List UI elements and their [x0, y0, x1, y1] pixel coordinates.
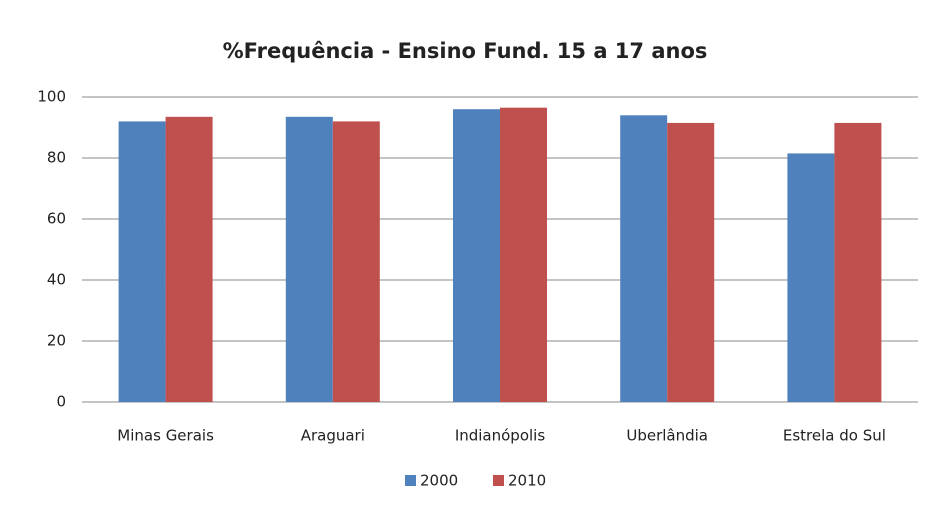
legend-swatch — [493, 475, 504, 486]
x-tick-label: Uberlândia — [626, 427, 708, 445]
bar — [834, 122, 882, 403]
bar — [118, 121, 166, 403]
legend-swatch — [405, 475, 416, 486]
legend-label: 2010 — [508, 472, 546, 490]
y-tick-label: 80 — [47, 149, 66, 167]
y-tick-label: 100 — [37, 88, 66, 106]
chart-title: %Frequência - Ensino Fund. 15 a 17 anos — [223, 39, 708, 63]
x-tick-label: Araguari — [301, 427, 365, 445]
x-tick-label: Indianópolis — [455, 427, 546, 445]
legend-label: 2000 — [420, 472, 458, 490]
bar — [620, 115, 668, 403]
bar — [787, 153, 835, 402]
x-tick-label: Minas Gerais — [117, 427, 214, 445]
bar — [500, 107, 547, 403]
bar — [453, 109, 500, 402]
y-tick-label: 0 — [56, 393, 66, 411]
x-tick-label: Estrela do Sul — [783, 427, 886, 445]
bar — [165, 116, 213, 402]
bar — [332, 121, 380, 403]
y-tick-label: 40 — [47, 271, 66, 289]
y-tick-label: 20 — [47, 332, 66, 350]
y-tick-label: 60 — [47, 210, 66, 228]
bar — [667, 122, 715, 403]
bar — [285, 116, 333, 402]
